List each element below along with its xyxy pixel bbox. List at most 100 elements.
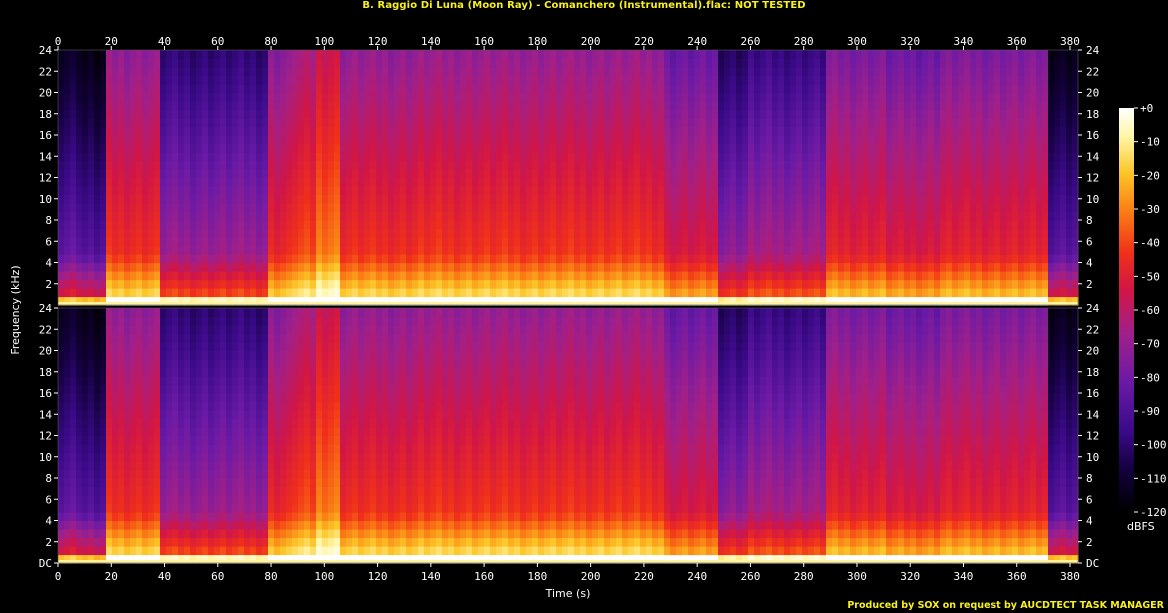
spectrogram-cell (784, 211, 791, 221)
spectrogram-cell (748, 194, 755, 204)
spectrogram-cell (364, 228, 371, 238)
spectrogram-cell (262, 262, 269, 272)
spectrogram-cell (358, 143, 365, 153)
spectrogram-cell (604, 228, 611, 238)
spectrogram-cell (844, 288, 851, 298)
spectrogram-cell (316, 211, 323, 221)
spectrogram-cell (172, 126, 179, 136)
spectrogram-cell (868, 245, 875, 255)
spectrogram-cell (676, 271, 683, 281)
spectrogram-cell (388, 143, 395, 153)
spectrogram-cell (238, 135, 245, 145)
spectrogram-cell (718, 186, 725, 196)
spectrogram-cell (166, 245, 173, 255)
spectrogram-cell (478, 186, 485, 196)
spectrogram-cell (142, 50, 149, 60)
spectrogram-cell (556, 296, 563, 306)
spectrogram-cell (226, 160, 233, 170)
spectrogram-cell (112, 118, 119, 128)
spectrogram-cell (766, 92, 773, 102)
spectrogram-cell (556, 254, 563, 264)
spectrogram-cell (82, 262, 89, 272)
spectrogram-cell (988, 135, 995, 145)
spectrogram-cell (208, 194, 215, 204)
spectrogram-cell (514, 262, 521, 272)
spectrogram-cell (310, 152, 317, 162)
spectrogram-cell (394, 143, 401, 153)
spectrogram-cell (550, 84, 557, 94)
spectrogram-cell (496, 118, 503, 128)
spectrogram-cell (148, 220, 155, 230)
spectrogram-cell (622, 228, 629, 238)
spectrogram-cell (220, 135, 227, 145)
spectrogram-cell (802, 109, 809, 119)
spectrogram-cell (250, 50, 257, 60)
spectrogram-cell (628, 84, 635, 94)
spectrogram-cell (418, 135, 425, 145)
spectrogram-cell (946, 177, 953, 187)
spectrogram-cell (958, 67, 965, 77)
spectrogram-cell (772, 50, 779, 60)
spectrogram-cell (484, 220, 491, 230)
spectrogram-cell (868, 262, 875, 272)
spectrogram-cell (154, 288, 161, 298)
spectrogram-cell (544, 50, 551, 60)
spectrogram-cell (292, 101, 299, 111)
spectrogram-cell (934, 84, 941, 94)
spectrogram-cell (676, 177, 683, 187)
spectrogram-cell (970, 186, 977, 196)
spectrogram-cell (964, 194, 971, 204)
spectrogram-cell (856, 109, 863, 119)
spectrogram-cell (580, 126, 587, 136)
spectrogram-cell (1012, 288, 1019, 298)
spectrogram-cell (646, 169, 653, 179)
spectrogram-cell (646, 279, 653, 289)
spectrogram-cell (190, 126, 197, 136)
spectrogram-cell (250, 135, 257, 145)
spectrogram-cell (310, 203, 317, 213)
spectrogram-cell (628, 271, 635, 281)
spectrogram-cell (982, 194, 989, 204)
spectrogram-cell (616, 143, 623, 153)
spectrogram-cell (244, 211, 251, 221)
spectrogram-cell (568, 135, 575, 145)
spectrogram-cell (886, 50, 893, 60)
spectrogram-cell (412, 118, 419, 128)
spectrogram-cell (358, 279, 365, 289)
spectrogram-cell (262, 126, 269, 136)
spectrogram-cell (364, 203, 371, 213)
spectrogram-cell (700, 186, 707, 196)
spectrogram-cell (628, 254, 635, 264)
spectrogram-cell (946, 118, 953, 128)
spectrogram-cell (706, 262, 713, 272)
spectrogram-cell (244, 109, 251, 119)
spectrogram-cell (58, 254, 65, 264)
spectrogram-cell (526, 152, 533, 162)
spectrogram-cell (970, 169, 977, 179)
spectrogram-cell (556, 118, 563, 128)
spectrogram-cell (712, 228, 719, 238)
spectrogram-cell (436, 58, 443, 68)
spectrogram-column (346, 50, 353, 306)
spectrogram-cell (784, 92, 791, 102)
spectrogram-cell (784, 186, 791, 196)
spectrogram-cell (124, 126, 131, 136)
spectrogram-cell (394, 75, 401, 85)
spectrogram-cell (412, 245, 419, 255)
spectrogram-cell (274, 279, 281, 289)
spectrogram-cell (688, 194, 695, 204)
spectrogram-cell (514, 67, 521, 77)
spectrogram-cell (580, 228, 587, 238)
spectrogram-cell (802, 152, 809, 162)
spectrogram-cell (310, 135, 317, 145)
spectrogram-cell (862, 288, 869, 298)
spectrogram-cell (592, 169, 599, 179)
spectrogram-cell (784, 288, 791, 298)
spectrogram-cell (844, 135, 851, 145)
spectrogram-cell (856, 203, 863, 213)
spectrogram-cell (592, 186, 599, 196)
spectrogram-cell (460, 203, 467, 213)
spectrogram-cell (460, 126, 467, 136)
spectrogram-cell (394, 92, 401, 102)
spectrogram-cell (622, 75, 629, 85)
